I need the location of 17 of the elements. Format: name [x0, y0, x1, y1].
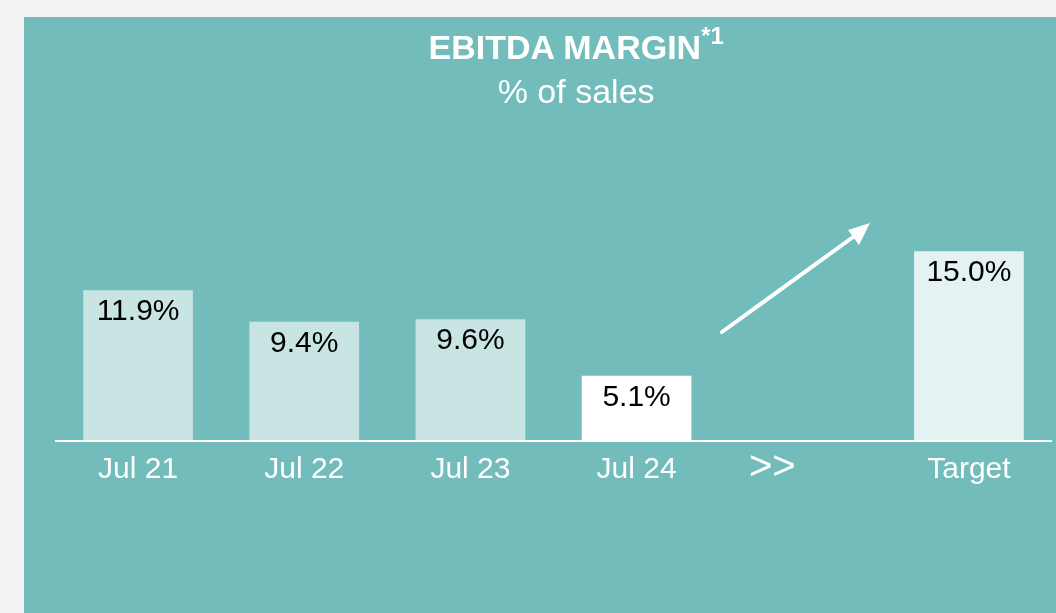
x-tick-label: Target — [927, 451, 1012, 484]
data-label: 9.4% — [270, 324, 339, 358]
x-tick-label: Jul 21 — [98, 451, 179, 484]
x-tick-label: Jul 23 — [430, 451, 511, 484]
data-label: 9.6% — [436, 322, 505, 356]
bar — [83, 290, 193, 440]
bar — [249, 321, 360, 440]
text: >> — [749, 443, 796, 487]
data-label: 5.1% — [602, 378, 671, 412]
x-tick-label: Jul 22 — [264, 451, 345, 484]
data-label: 11.9% — [96, 293, 180, 327]
chart-title: EBITDA MARGIN$^{*1}$ — [428, 22, 724, 66]
data-label: 15.0% — [926, 254, 1012, 288]
bar — [415, 319, 526, 440]
bar — [914, 251, 1024, 440]
x-tick-label: Jul 24 — [596, 451, 677, 484]
chart-subtitle: % of sales — [497, 71, 655, 110]
